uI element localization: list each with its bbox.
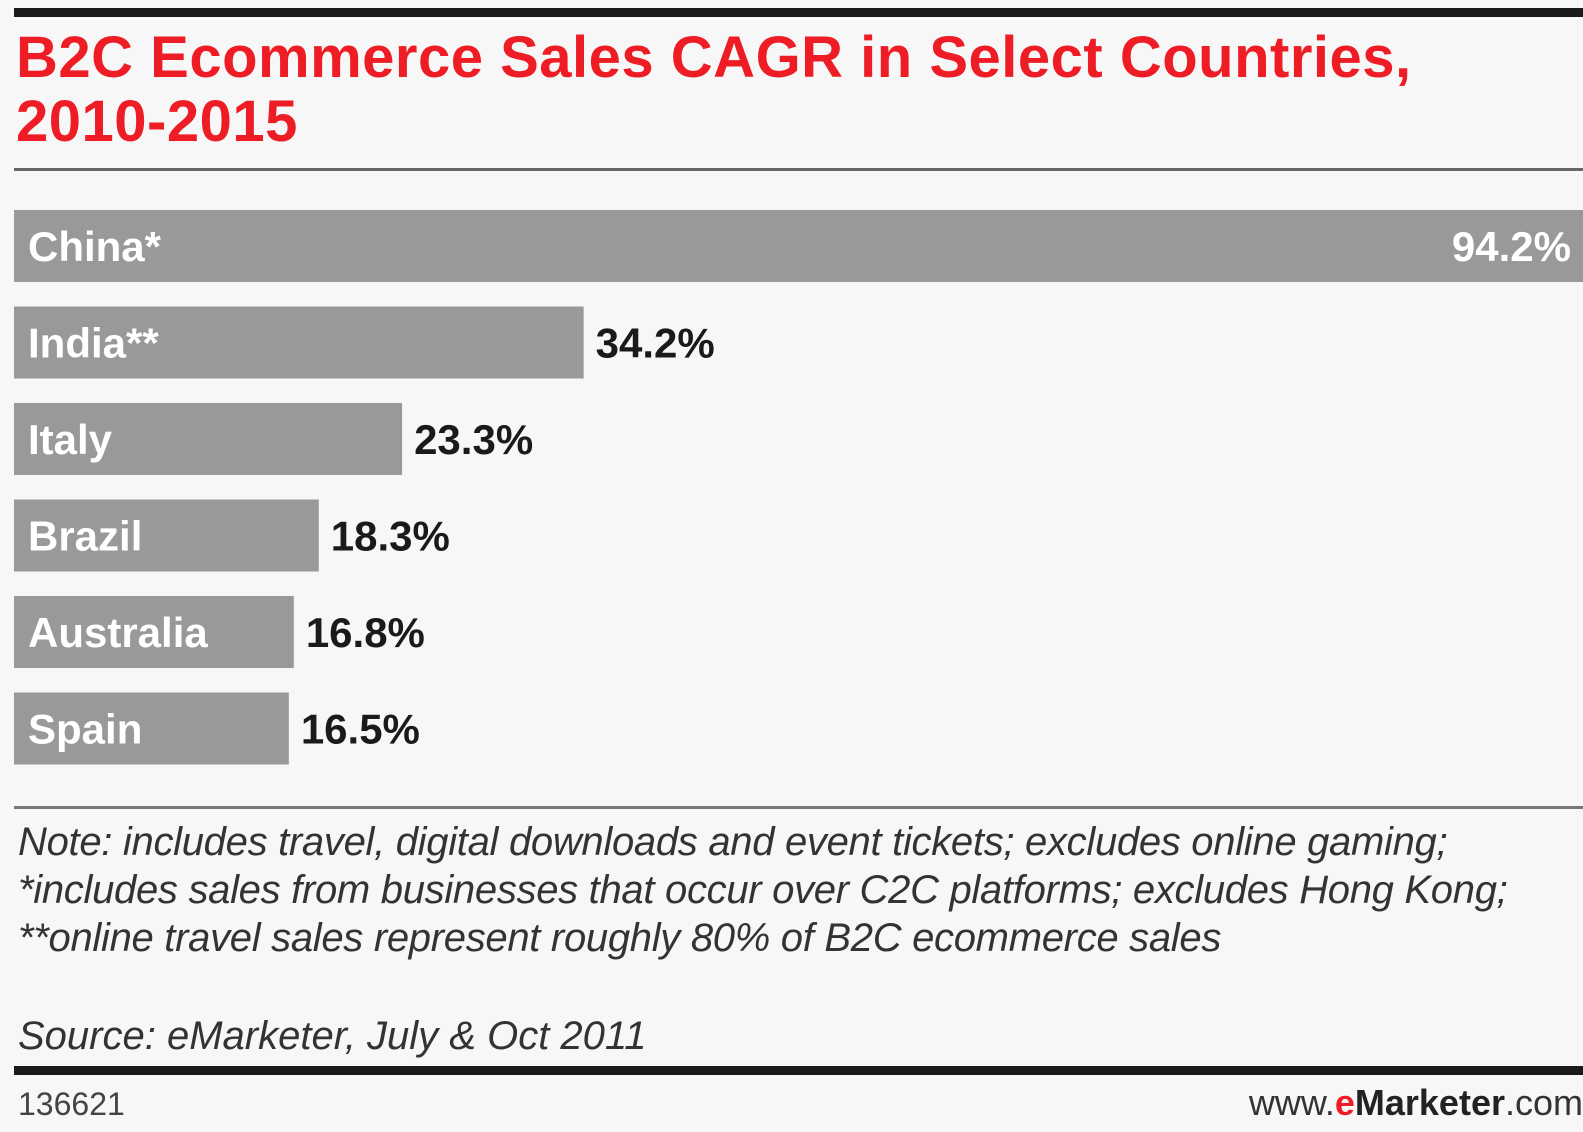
bar-chart: China* 94.2% India** 34.2% Italy 23.3% Brazil 1… — [14, 210, 1583, 765]
brand-accent: e — [1334, 1082, 1355, 1123]
bottom-rule — [14, 1066, 1583, 1075]
bar-2 — [14, 403, 403, 475]
chart-source: Source: eMarketer, July & Oct 2011 — [18, 1014, 647, 1058]
brand-suffix: .com — [1504, 1082, 1583, 1123]
value-label-1: 34.2% — [596, 320, 715, 367]
brand-prefix: www. — [1248, 1082, 1335, 1123]
bar-3 — [14, 499, 319, 572]
category-label-1: India** — [28, 320, 159, 367]
title-divider — [14, 168, 1583, 171]
bar-5 — [14, 692, 289, 765]
bar-4 — [14, 596, 294, 668]
category-label-5: Spain — [28, 706, 142, 753]
chart-id: 136621 — [18, 1086, 125, 1122]
category-label-3: Brazil — [28, 513, 142, 560]
chart-note: Note: includes travel, digital downloads… — [18, 820, 1508, 960]
bar-0 — [14, 210, 1583, 282]
bar-1 — [14, 306, 584, 379]
note-divider — [14, 806, 1583, 809]
category-label-4: Australia — [28, 609, 208, 656]
value-label-4: 16.8% — [306, 609, 425, 656]
category-label-2: Italy — [28, 416, 113, 463]
brand-name: Marketer — [1354, 1082, 1505, 1123]
chart-title: B2C Ecommerce Sales CAGR in Select Count… — [16, 25, 1412, 154]
brand-url[interactable]: www.eMarketer.com — [1249, 1082, 1583, 1124]
value-label-5: 16.5% — [301, 706, 420, 753]
value-label-3: 18.3% — [331, 513, 450, 560]
value-label-2: 23.3% — [414, 416, 533, 463]
value-label-0: 94.2% — [1452, 223, 1571, 270]
top-rule — [14, 8, 1583, 17]
category-label-0: China* — [28, 223, 162, 270]
